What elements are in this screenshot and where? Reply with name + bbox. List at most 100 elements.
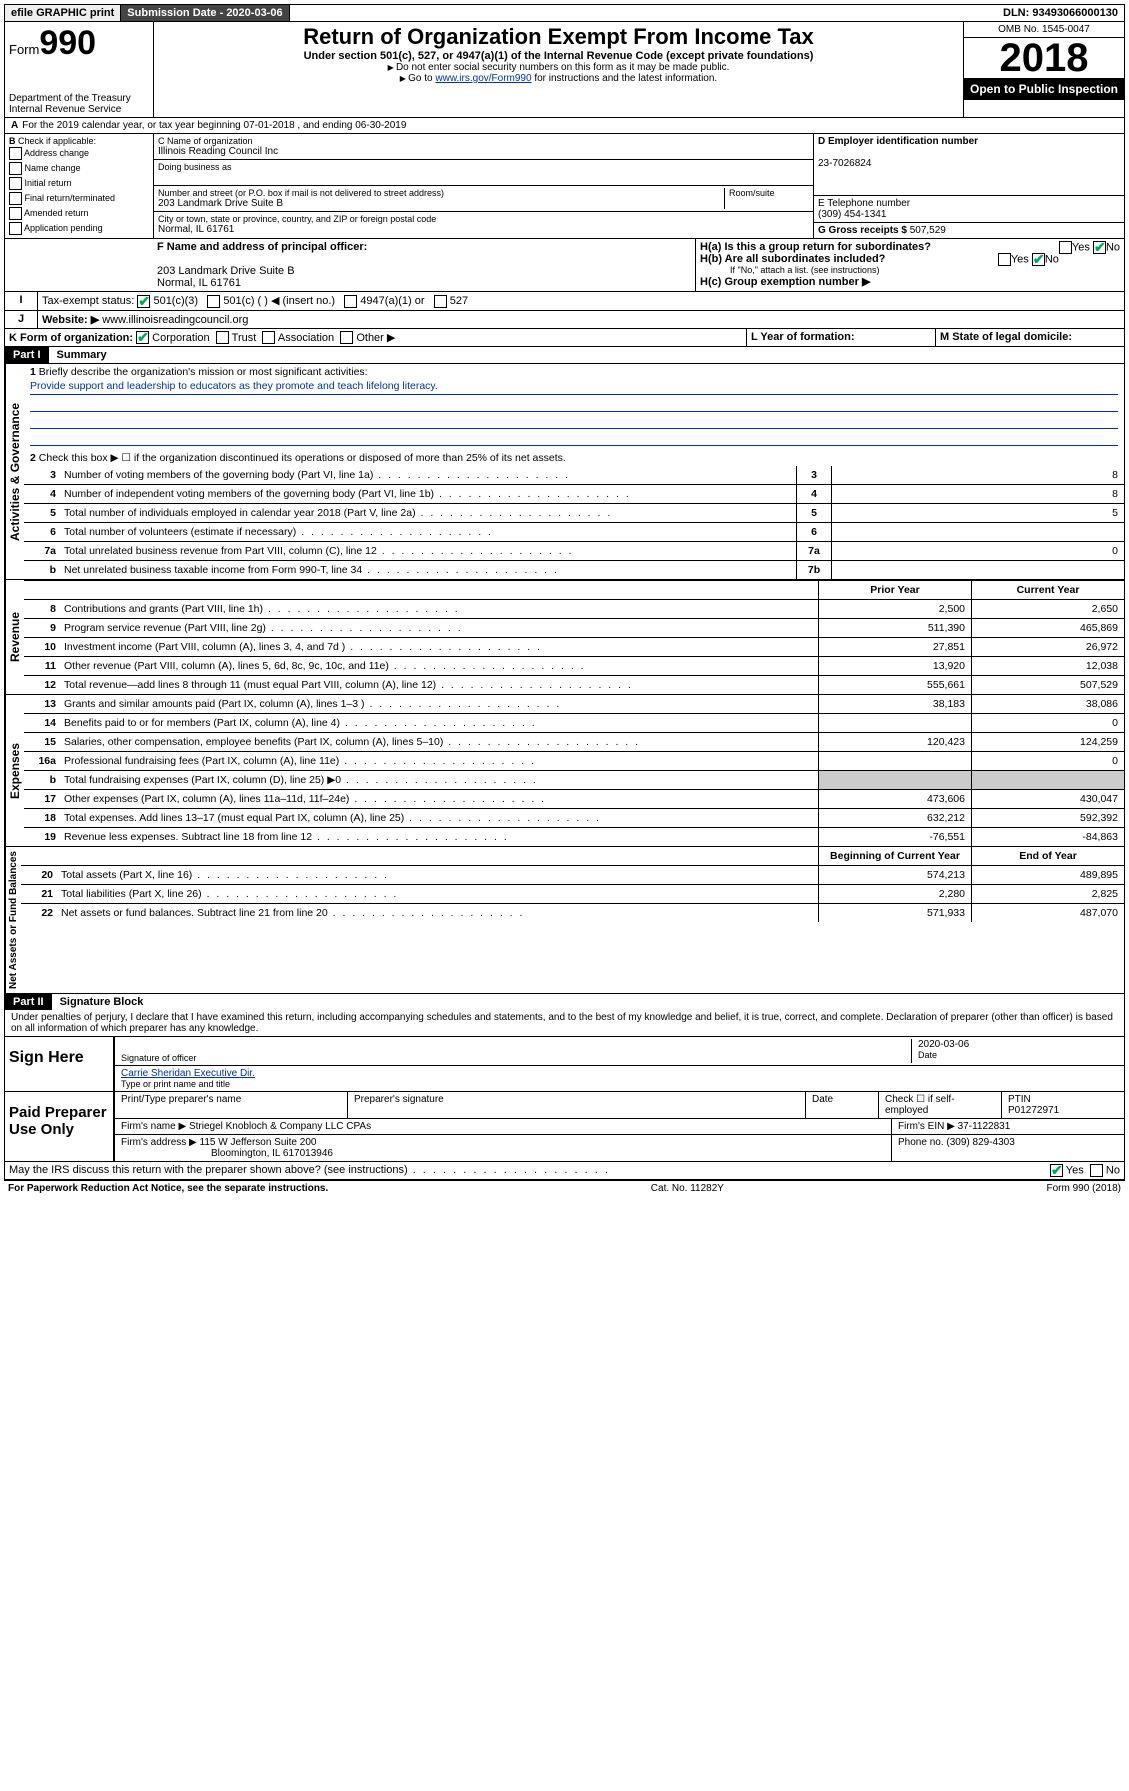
form-org-row: K Form of organization: Corporation Trus… [4, 329, 1125, 348]
preparer-sig-hdr: Preparer's signature [348, 1092, 806, 1118]
paid-preparer-block: Paid Preparer Use Only Print/Type prepar… [4, 1092, 1125, 1162]
part1-title: Summary [49, 349, 107, 361]
begin-year-header: Beginning of Current Year [818, 847, 971, 865]
tax-status-row: I Tax-exempt status: 501(c)(3) 501(c) ( … [4, 292, 1125, 311]
paid-preparer-label: Paid Preparer Use Only [5, 1092, 115, 1161]
self-employed-check[interactable]: Check ☐ if self-employed [879, 1092, 1002, 1118]
firm-name-label: Firm's name ▶ [121, 1121, 186, 1132]
city-label: City or town, state or province, country… [158, 214, 809, 224]
hc-label: H(c) Group exemption number ▶ [700, 276, 870, 288]
527-checkbox[interactable] [434, 295, 447, 308]
part2-title: Signature Block [52, 996, 144, 1008]
assoc-checkbox[interactable] [262, 331, 275, 344]
application-pending-checkbox[interactable] [9, 222, 22, 235]
discuss-label: May the IRS discuss this return with the… [9, 1164, 610, 1176]
preparer-date-hdr: Date [806, 1092, 879, 1118]
netassets-section: Net Assets or Fund Balances Beginning of… [4, 847, 1125, 994]
4947-checkbox[interactable] [344, 295, 357, 308]
officer-group-block: F Name and address of principal officer:… [4, 239, 1125, 292]
open-public-badge: Open to Public Inspection [964, 78, 1124, 100]
revenue-vlabel: Revenue [5, 580, 24, 694]
mission-label: Briefly describe the organization's miss… [39, 366, 368, 378]
trust-checkbox[interactable] [216, 331, 229, 344]
hb-yes-checkbox[interactable] [998, 253, 1011, 266]
firm-phone-label: Phone no. [898, 1137, 944, 1148]
firm-phone: (309) 829-4303 [946, 1137, 1014, 1148]
state-domicile-label: M State of legal domicile: [940, 331, 1072, 343]
line2-text: Check this box ▶ ☐ if the organization d… [39, 452, 566, 464]
firm-ein-label: Firm's EIN ▶ [898, 1121, 955, 1132]
hb-no-checkbox[interactable] [1032, 253, 1045, 266]
ha-yes-checkbox[interactable] [1059, 241, 1072, 254]
firm-addr1: 115 W Jefferson Suite 200 [200, 1137, 317, 1148]
form-version: Form 990 (2018) [1047, 1183, 1121, 1194]
firm-name: Striegel Knobloch & Company LLC CPAs [189, 1121, 371, 1132]
ha-no-checkbox[interactable] [1093, 241, 1106, 254]
form-subtitle: Under section 501(c), 527, or 4947(a)(1)… [162, 50, 955, 62]
irs-link[interactable]: www.irs.gov/Form990 [435, 73, 531, 84]
signature-label: Signature of officer [121, 1053, 911, 1063]
amended-return-checkbox[interactable] [9, 207, 22, 220]
submission-date-button[interactable]: Submission Date - 2020-03-06 [121, 5, 289, 21]
discuss-row: May the IRS discuss this return with the… [4, 1162, 1125, 1180]
identity-block: B Check if applicable: Address change Na… [4, 134, 1125, 239]
form-org-label: K Form of organization: [9, 332, 133, 344]
final-return-checkbox[interactable] [9, 192, 22, 205]
ha-label: H(a) Is this a group return for subordin… [700, 241, 931, 253]
form-title: Return of Organization Exempt From Incom… [162, 24, 955, 50]
revenue-section: Revenue Prior Year Current Year 8 Contri… [4, 580, 1125, 695]
form-number: Form990 [9, 24, 149, 63]
firm-ein: 37-1122831 [958, 1121, 1011, 1132]
501c-checkbox[interactable] [207, 295, 220, 308]
sign-date: 2020-03-06 [918, 1039, 1118, 1050]
firm-addr2: Bloomington, IL 617013946 [121, 1148, 333, 1159]
netassets-vlabel: Net Assets or Fund Balances [5, 847, 21, 993]
discuss-no-checkbox[interactable] [1090, 1164, 1103, 1177]
gross-value: 507,529 [910, 225, 946, 236]
ein-label: D Employer identification number [818, 136, 978, 147]
catalog-number: Cat. No. 11282Y [651, 1183, 724, 1194]
year-formation-label: L Year of formation: [751, 331, 855, 343]
sign-here-label: Sign Here [5, 1037, 115, 1091]
preparer-name-hdr: Print/Type preparer's name [115, 1092, 348, 1118]
org-address: 203 Landmark Drive Suite B [158, 198, 724, 209]
top-bar: efile GRAPHIC print Submission Date - 20… [4, 4, 1125, 22]
corp-checkbox[interactable] [136, 331, 149, 344]
org-city: Normal, IL 61761 [158, 224, 809, 235]
check-applicable: B Check if applicable: Address change Na… [5, 134, 154, 238]
discuss-yes-checkbox[interactable] [1050, 1164, 1063, 1177]
form-header: Form990 Department of the Treasury Inter… [4, 22, 1125, 118]
officer-addr1: 203 Landmark Drive Suite B [157, 265, 295, 277]
page-footer: For Paperwork Reduction Act Notice, see … [4, 1180, 1125, 1196]
address-change-checkbox[interactable] [9, 147, 22, 160]
expenses-section: Expenses 13 Grants and similar amounts p… [4, 695, 1125, 847]
501c3-checkbox[interactable] [137, 295, 150, 308]
website-label: Website: ▶ [42, 314, 99, 326]
paperwork-notice: For Paperwork Reduction Act Notice, see … [8, 1183, 328, 1194]
room-label: Room/suite [724, 188, 809, 209]
efile-link[interactable]: efile GRAPHIC print [5, 5, 121, 21]
ptin-label: PTIN [1008, 1094, 1031, 1105]
governance-section: Activities & Governance 1 Briefly descri… [4, 364, 1125, 580]
other-checkbox[interactable] [340, 331, 353, 344]
initial-return-checkbox[interactable] [9, 177, 22, 190]
officer-label: F Name and address of principal officer: [157, 241, 367, 253]
sign-here-block: Sign Here Signature of officer 2020-03-0… [4, 1037, 1125, 1092]
name-change-checkbox[interactable] [9, 162, 22, 175]
mission-text: Provide support and leadership to educat… [30, 380, 1118, 395]
current-year-header: Current Year [971, 581, 1124, 599]
tax-period: AFor the 2019 calendar year, or tax year… [4, 118, 1125, 134]
officer-name-label: Type or print name and title [121, 1079, 1118, 1089]
org-name: Illinois Reading Council Inc [158, 146, 809, 157]
ptin-value: P01272971 [1008, 1105, 1059, 1116]
privacy-note: Do not enter social security numbers on … [162, 62, 955, 73]
address-label: Number and street (or P.O. box if mail i… [158, 188, 724, 198]
expenses-vlabel: Expenses [5, 695, 24, 846]
end-year-header: End of Year [971, 847, 1124, 865]
hb-label: H(b) Are all subordinates included? [700, 253, 885, 265]
dba-label: Doing business as [158, 162, 809, 172]
website-value[interactable]: www.illinoisreadingcouncil.org [102, 314, 248, 326]
tax-status-label: Tax-exempt status: [42, 295, 134, 307]
phone-label: E Telephone number [818, 198, 910, 209]
hb-note: If "No," attach a list. (see instruction… [700, 265, 1120, 275]
